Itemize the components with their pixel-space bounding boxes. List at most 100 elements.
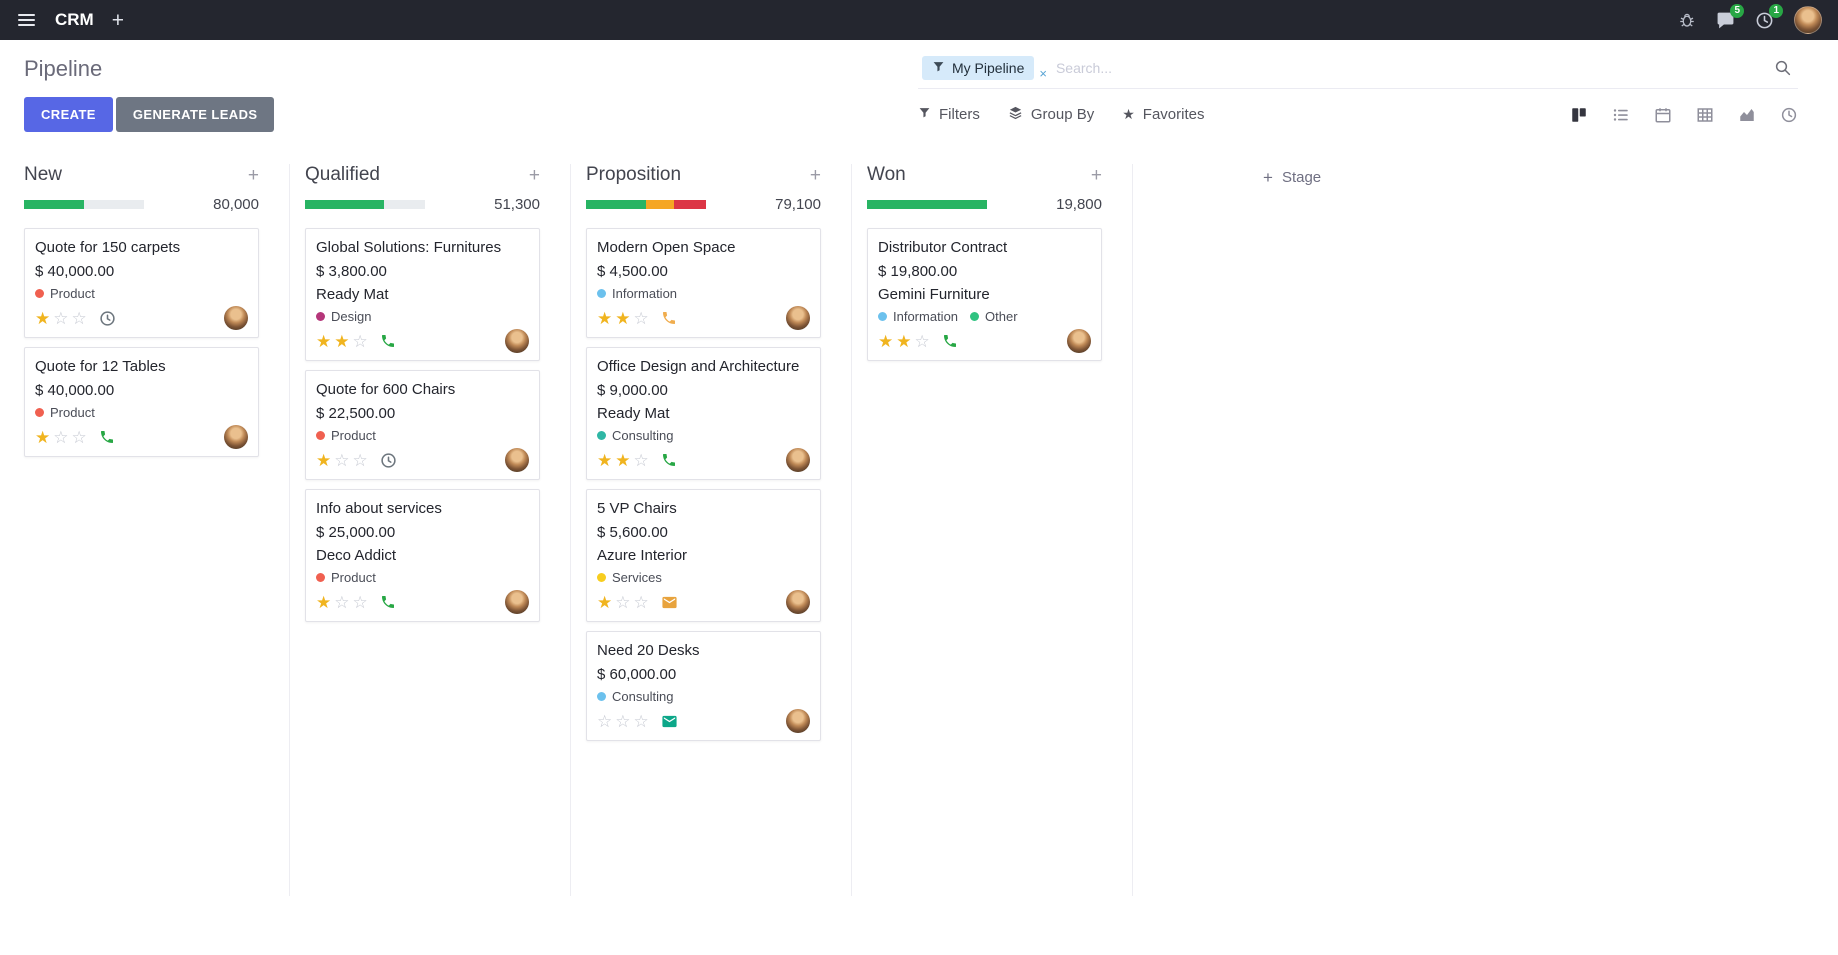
user-avatar[interactable]	[1794, 6, 1822, 34]
column-quick-create-icon[interactable]: +	[528, 164, 540, 186]
priority-star[interactable]: ★	[35, 308, 51, 328]
progress-segment[interactable]	[867, 200, 987, 209]
tag-consulting[interactable]: Consulting	[597, 689, 673, 704]
kanban-card-quote-for-12-tables[interactable]: Quote for 12 Tables $ 40,000.00 Product …	[24, 347, 259, 457]
progress-segment[interactable]	[673, 200, 706, 209]
tag-product[interactable]: Product	[35, 405, 95, 420]
kanban-card-need-20-desks[interactable]: Need 20 Desks $ 60,000.00 Consulting ☆ ☆ ☆	[586, 631, 821, 741]
salesperson-avatar[interactable]	[505, 448, 529, 472]
priority-star[interactable]: ☆	[352, 592, 368, 612]
progress-segment[interactable]	[646, 200, 674, 209]
column-progressbar[interactable]	[305, 200, 425, 209]
priority-star[interactable]: ☆	[71, 427, 87, 447]
kanban-card-quote-for-150-carpets[interactable]: Quote for 150 carpets $ 40,000.00 Produc…	[24, 228, 259, 338]
favorites-menu[interactable]: ★ Favorites	[1122, 106, 1205, 123]
priority-star[interactable]: ☆	[334, 592, 350, 612]
salesperson-avatar[interactable]	[505, 590, 529, 614]
column-quick-create-icon[interactable]: +	[1090, 164, 1102, 186]
priority-star[interactable]: ★	[597, 450, 613, 470]
priority-star[interactable]: ★	[334, 331, 350, 351]
progress-segment[interactable]	[305, 200, 385, 209]
tag-other[interactable]: Other	[970, 309, 1018, 324]
salesperson-avatar[interactable]	[224, 306, 248, 330]
kanban-card-quote-for-600-chairs[interactable]: Quote for 600 Chairs $ 22,500.00 Product…	[305, 370, 540, 480]
progress-segment[interactable]	[24, 200, 84, 209]
priority-star[interactable]: ★	[597, 308, 613, 328]
tag-design[interactable]: Design	[316, 309, 371, 324]
salesperson-avatar[interactable]	[786, 448, 810, 472]
priority-star[interactable]: ☆	[633, 450, 649, 470]
column-title[interactable]: Won	[867, 164, 906, 185]
priority-star[interactable]: ☆	[615, 592, 631, 612]
progress-segment[interactable]	[586, 200, 646, 209]
search-icon[interactable]	[1774, 59, 1792, 77]
column-progressbar[interactable]	[586, 200, 706, 209]
column-title[interactable]: New	[24, 164, 63, 185]
priority-star[interactable]: ☆	[633, 711, 649, 731]
tag-services[interactable]: Services	[597, 570, 662, 585]
priority-star[interactable]: ☆	[352, 450, 368, 470]
priority-star[interactable]: ☆	[633, 592, 649, 612]
phone-activity-icon[interactable]	[661, 310, 677, 326]
search-bar[interactable]: My Pipeline ×	[918, 52, 1798, 89]
tag-information[interactable]: Information	[597, 286, 677, 301]
priority-star[interactable]: ☆	[633, 308, 649, 328]
priority-star[interactable]: ★	[316, 450, 332, 470]
priority-star[interactable]: ★	[316, 592, 332, 612]
create-button[interactable]: CREATE	[24, 97, 113, 132]
view-list-button[interactable]	[1612, 106, 1630, 124]
tag-consulting[interactable]: Consulting	[597, 428, 673, 443]
priority-star[interactable]: ☆	[334, 450, 350, 470]
tag-product[interactable]: Product	[316, 428, 376, 443]
priority-star[interactable]: ★	[316, 331, 332, 351]
priority-star[interactable]: ★	[35, 427, 51, 447]
app-name[interactable]: CRM	[55, 10, 94, 29]
envelope-activity-icon[interactable]	[661, 713, 678, 730]
column-quick-create-icon[interactable]: +	[809, 164, 821, 186]
priority-star[interactable]: ★	[615, 308, 631, 328]
generate-leads-button[interactable]: GENERATE LEADS	[115, 97, 275, 132]
salesperson-avatar[interactable]	[1067, 329, 1091, 353]
search-facet[interactable]: My Pipeline	[922, 56, 1035, 80]
clock-activity-icon[interactable]	[99, 310, 116, 327]
phone-activity-icon[interactable]	[661, 452, 677, 468]
apps-menu-icon[interactable]	[16, 10, 37, 30]
salesperson-avatar[interactable]	[505, 329, 529, 353]
salesperson-avatar[interactable]	[786, 306, 810, 330]
view-calendar-button[interactable]	[1654, 106, 1672, 124]
activities-clock-icon[interactable]: 1	[1755, 3, 1783, 30]
search-input[interactable]	[1055, 60, 1765, 76]
salesperson-avatar[interactable]	[224, 425, 248, 449]
filters-menu[interactable]: Filters	[918, 105, 980, 124]
phone-activity-icon[interactable]	[99, 429, 115, 445]
debug-bug-icon[interactable]	[1678, 11, 1696, 29]
priority-star[interactable]: ★	[896, 331, 912, 351]
kanban-card-info-about-services[interactable]: Info about services $ 25,000.00 Deco Add…	[305, 489, 540, 622]
priority-star[interactable]: ★	[597, 592, 613, 612]
priority-star[interactable]: ☆	[597, 711, 613, 731]
kanban-card-global-solutions-furnitures[interactable]: Global Solutions: Furnitures $ 3,800.00 …	[305, 228, 540, 361]
tag-product[interactable]: Product	[35, 286, 95, 301]
salesperson-avatar[interactable]	[786, 590, 810, 614]
priority-star[interactable]: ☆	[71, 308, 87, 328]
priority-star[interactable]: ☆	[615, 711, 631, 731]
column-progressbar[interactable]	[867, 200, 987, 209]
messages-icon[interactable]: 5	[1716, 3, 1744, 30]
priority-star[interactable]: ☆	[352, 331, 368, 351]
kanban-card-modern-open-space[interactable]: Modern Open Space $ 4,500.00 Information…	[586, 228, 821, 338]
kanban-card-5-vp-chairs[interactable]: 5 VP Chairs $ 5,600.00 Azure Interior Se…	[586, 489, 821, 622]
column-title[interactable]: Qualified	[305, 164, 380, 185]
column-title[interactable]: Proposition	[586, 164, 682, 185]
view-kanban-button[interactable]	[1570, 106, 1588, 124]
tag-product[interactable]: Product	[316, 570, 376, 585]
tag-information[interactable]: Information	[878, 309, 958, 324]
phone-activity-icon[interactable]	[942, 333, 958, 349]
priority-star[interactable]: ☆	[53, 308, 69, 328]
priority-star[interactable]: ☆	[53, 427, 69, 447]
remove-facet-icon[interactable]: ×	[1039, 66, 1047, 81]
kanban-card-office-design-and-architecture[interactable]: Office Design and Architecture $ 9,000.0…	[586, 347, 821, 480]
kanban-card-distributor-contract[interactable]: Distributor Contract $ 19,800.00 Gemini …	[867, 228, 1102, 361]
view-graph-button[interactable]	[1738, 106, 1756, 124]
clock-activity-icon[interactable]	[380, 452, 397, 469]
salesperson-avatar[interactable]	[786, 709, 810, 733]
